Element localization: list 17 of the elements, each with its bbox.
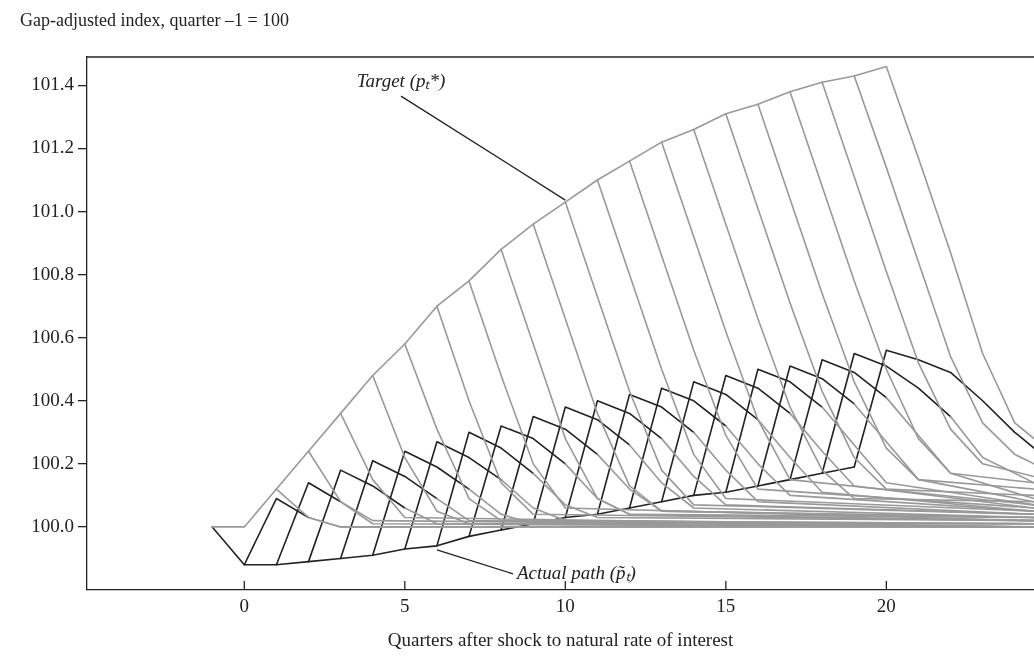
x-tick-label: 10 bbox=[555, 595, 575, 617]
y-tick-label: 101.2 bbox=[31, 136, 74, 158]
x-tick-label: 20 bbox=[876, 595, 896, 617]
y-tick-label: 100.4 bbox=[31, 388, 75, 410]
y-tick-label: 101.0 bbox=[31, 199, 74, 221]
annotation: Target (pₜ*) bbox=[356, 70, 446, 93]
x-axis-title: Quarters after shock to natural rate of interest bbox=[387, 628, 734, 650]
y-tick-label: 100.8 bbox=[31, 262, 74, 284]
x-tick-label: 5 bbox=[400, 595, 410, 617]
y-tick-label: 100.2 bbox=[31, 451, 74, 473]
x-tick-label: 0 bbox=[239, 595, 250, 617]
y-axis-title: Gap-adjusted index, quarter –1 = 100 bbox=[20, 10, 290, 31]
y-tick-label: 100.0 bbox=[31, 514, 74, 536]
x-tick-label: 15 bbox=[716, 595, 736, 617]
y-tick-label: 100.6 bbox=[31, 325, 74, 347]
y-tick-label: 101.4 bbox=[31, 73, 75, 95]
annotation: Actual path (p̃ₜ) bbox=[514, 561, 636, 584]
